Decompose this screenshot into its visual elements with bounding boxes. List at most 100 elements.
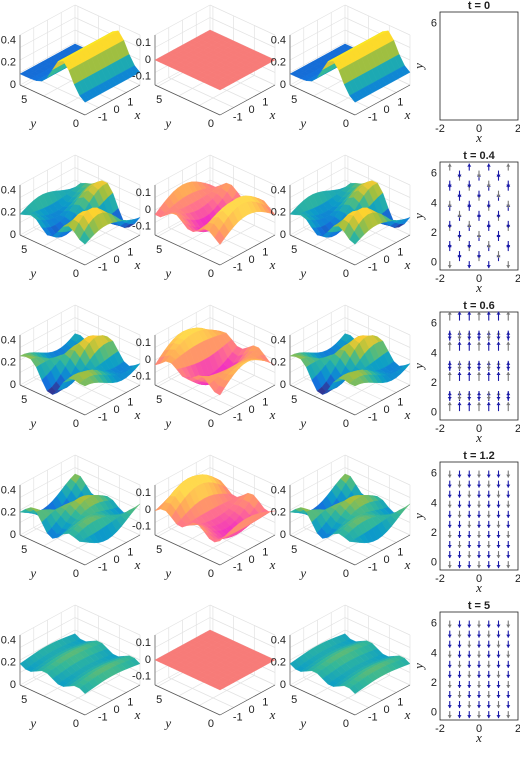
quiver-arrowhead bbox=[467, 366, 472, 370]
y-tick-label: 5 bbox=[21, 394, 27, 406]
quiver-arrowhead bbox=[477, 371, 481, 375]
x-tick-label: 0 bbox=[383, 404, 389, 416]
axis-box-line bbox=[289, 684, 356, 716]
x-tick-label: 1 bbox=[262, 246, 268, 258]
x-tick-label: 0 bbox=[383, 104, 389, 116]
quiver-arrowhead bbox=[447, 684, 452, 688]
quiver-arrowhead bbox=[506, 644, 511, 648]
quiver-arrowhead bbox=[496, 255, 501, 259]
y-tick-label: 2 bbox=[431, 527, 437, 539]
quiver-arrowhead bbox=[477, 402, 481, 406]
x-axis-label: x bbox=[134, 257, 141, 272]
quiver-arrowhead bbox=[457, 214, 462, 218]
quiver-arrowhead bbox=[477, 311, 481, 315]
quiver-arrowhead bbox=[506, 402, 511, 406]
x-tick-label: -1 bbox=[233, 711, 243, 723]
surface-face bbox=[214, 230, 225, 245]
y-tick-label: 0 bbox=[431, 707, 437, 719]
quiver-arrowhead bbox=[447, 654, 452, 658]
axis-box-line bbox=[199, 525, 255, 556]
quiver-arrowhead bbox=[467, 494, 472, 498]
axis-box-line bbox=[209, 317, 276, 348]
z-tick-label: -0.1 bbox=[132, 671, 151, 683]
axis-box-line bbox=[84, 234, 141, 266]
x-tick-label: 1 bbox=[397, 246, 403, 258]
axis-box-line bbox=[199, 375, 255, 406]
z-tick-label: 0.2 bbox=[1, 657, 16, 669]
axis-box-line bbox=[33, 77, 99, 108]
x-axis-label: x bbox=[475, 130, 482, 145]
surface-face bbox=[79, 684, 90, 694]
x-axis-label: x bbox=[475, 430, 482, 445]
quiver-arrowhead bbox=[506, 397, 511, 401]
quiver-arrowhead bbox=[457, 664, 462, 668]
axis-box-line bbox=[344, 604, 411, 636]
quiver-arrowhead bbox=[486, 654, 491, 658]
quiver-arrowhead bbox=[496, 534, 501, 538]
y-axis-label: y bbox=[411, 63, 426, 71]
x-axis-label: x bbox=[404, 407, 411, 422]
quiver-arrowhead bbox=[477, 494, 481, 498]
quiver-arrowhead bbox=[467, 534, 472, 538]
x-tick-label: -2 bbox=[435, 723, 445, 735]
y-tick-label: 2 bbox=[431, 377, 437, 389]
x-tick-label: 1 bbox=[262, 696, 268, 708]
quiver-arrowhead bbox=[467, 555, 472, 559]
quiver-arrowhead bbox=[477, 654, 481, 658]
axis-box-line bbox=[74, 304, 141, 336]
y-axis-label: y bbox=[28, 565, 36, 580]
y-tick-label: 5 bbox=[156, 244, 162, 256]
quiver-arrowhead bbox=[467, 245, 472, 249]
quiver-arrowhead bbox=[447, 524, 452, 528]
y-tick-label: 5 bbox=[291, 544, 297, 556]
quiver-arrowhead bbox=[486, 484, 491, 488]
axis-box-line bbox=[74, 167, 141, 198]
y-axis-label: y bbox=[28, 715, 36, 730]
quiver-arrowhead bbox=[447, 397, 452, 401]
quiver-arrowhead bbox=[447, 163, 452, 167]
quiver-panel: t = 5 -2 0 2 0 2 4 6 x y bbox=[411, 600, 520, 745]
z-tick-label: 0.2 bbox=[271, 207, 286, 219]
y-tick-label: 6 bbox=[431, 18, 437, 30]
quiver-arrowhead bbox=[496, 397, 501, 401]
x-tick-label: 1 bbox=[397, 96, 403, 108]
quiver-arrowhead bbox=[477, 555, 481, 559]
axis-box-line bbox=[303, 677, 369, 708]
quiver-arrowhead bbox=[506, 624, 511, 628]
quiver-arrowhead bbox=[477, 534, 481, 538]
quiver-arrowhead bbox=[467, 336, 472, 340]
surface-face bbox=[214, 684, 226, 691]
quiver-arrowhead bbox=[457, 684, 462, 688]
y-tick-label: 0 bbox=[208, 568, 214, 580]
axis-box-line bbox=[354, 84, 411, 116]
quiver-arrowhead bbox=[486, 715, 491, 719]
quiver-arrowhead bbox=[477, 336, 481, 340]
quiver-panel: t = 1.2 -2 0 2 0 2 4 6 x y bbox=[411, 450, 520, 595]
quiver-arrowhead bbox=[477, 664, 481, 668]
axis-box-line bbox=[19, 384, 86, 416]
axis-box-line bbox=[74, 154, 141, 186]
axis-box-line bbox=[289, 234, 356, 266]
quiver-arrowhead bbox=[496, 524, 501, 528]
quiver-arrowhead bbox=[506, 184, 511, 188]
quiver-arrowhead bbox=[467, 674, 472, 678]
x-tick-label: -1 bbox=[233, 111, 243, 123]
axis-box-line bbox=[334, 225, 390, 256]
z-tick-label: 0.2 bbox=[271, 507, 286, 519]
quiver-arrowhead bbox=[496, 474, 501, 478]
quiver-arrowhead bbox=[506, 534, 511, 538]
y-tick-label: 4 bbox=[431, 347, 437, 359]
axis-box-line bbox=[84, 84, 141, 116]
axis-box-line bbox=[344, 154, 411, 186]
y-tick-label: 5 bbox=[21, 694, 27, 706]
quiver-arrowhead bbox=[447, 184, 452, 188]
z-tick-label: 0.2 bbox=[1, 207, 16, 219]
quiver-arrowhead bbox=[486, 504, 491, 508]
z-tick-label: 0.1 bbox=[136, 187, 151, 199]
y-tick-label: 4 bbox=[431, 497, 437, 509]
